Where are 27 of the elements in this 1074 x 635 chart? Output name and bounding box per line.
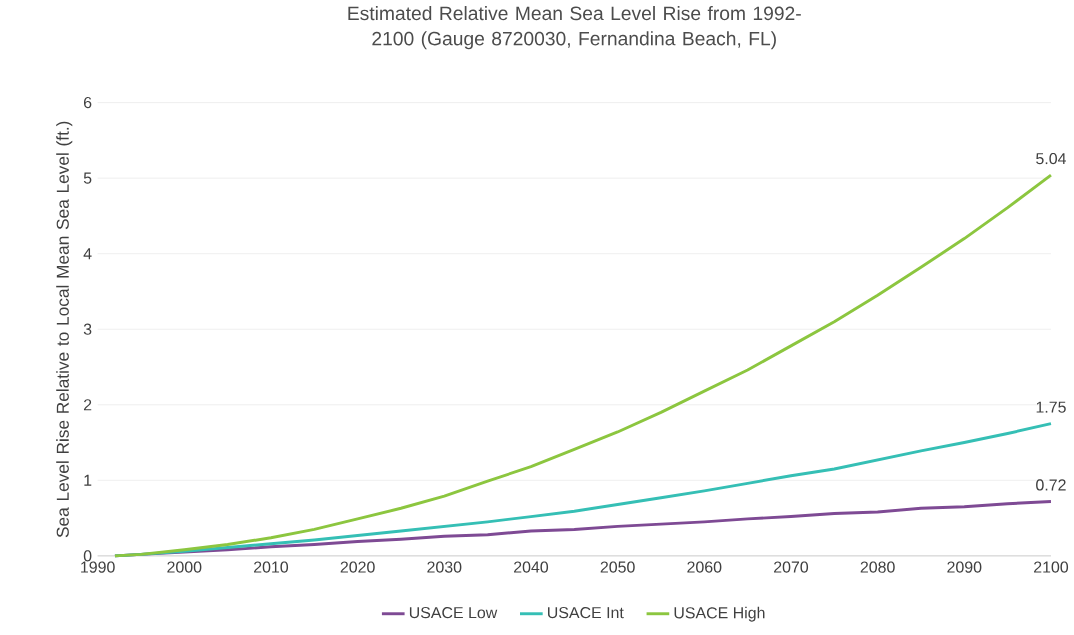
y-tick-label: 0	[83, 550, 92, 562]
x-tick-label: 2020	[340, 561, 375, 573]
x-tick-label: 2000	[167, 561, 202, 573]
data-label: 0.72	[1036, 479, 1066, 491]
legend-label: USACE High	[674, 607, 765, 622]
y-tick-label: 4	[83, 248, 92, 260]
y-tick-label: 2	[83, 399, 92, 411]
y-tick-label: 5	[83, 172, 92, 184]
data-label: 1.75	[1036, 401, 1066, 413]
x-tick-label: 2080	[860, 561, 895, 573]
y-axis-title: Sea Level Rise Relative to Local Mean Sea Level (ft.)	[56, 121, 73, 538]
x-tick-label: 2100	[1034, 561, 1069, 573]
y-tick-label: 3	[83, 323, 92, 336]
x-tick-label: 2090	[947, 561, 982, 573]
x-tick-label: 2070	[774, 561, 809, 573]
x-tick-label: 2030	[427, 561, 462, 573]
data-label: 5.04	[1036, 153, 1066, 165]
y-tick-label: 1	[84, 475, 92, 487]
legend-label: USACE Low	[409, 607, 498, 619]
x-tick-label: 2010	[254, 561, 289, 573]
x-tick-label: 2060	[687, 561, 722, 573]
x-tick-label: 2050	[600, 561, 635, 573]
chart-title: Estimated Relative Mean Sea Level Rise from 1992-2100 (Gauge 8720030, Fernandina Beach, FL)	[348, 6, 801, 50]
x-tick-label: 2040	[514, 561, 549, 573]
x-tick-label: 1990	[81, 561, 115, 573]
legend-label: USACE Int	[548, 607, 624, 619]
y-tick-label: 6	[84, 97, 92, 109]
